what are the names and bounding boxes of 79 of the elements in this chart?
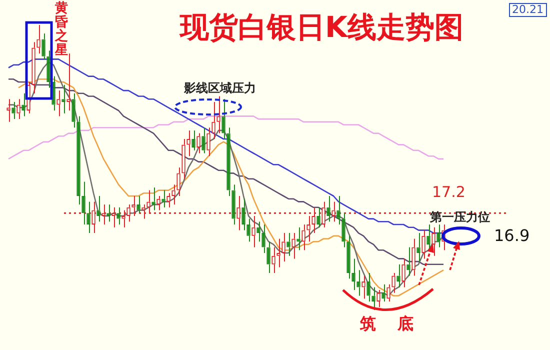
candlestick xyxy=(152,186,156,211)
candlestick xyxy=(206,127,210,157)
candlestick xyxy=(402,258,406,288)
candlestick xyxy=(46,50,50,88)
candlestick xyxy=(232,184,236,225)
candlestick xyxy=(406,246,410,276)
candlestick xyxy=(396,264,400,288)
candlestick xyxy=(16,98,20,120)
candlestick xyxy=(166,192,170,208)
candlestick xyxy=(176,167,180,196)
candlestick xyxy=(242,198,246,231)
candlestick xyxy=(62,84,66,114)
candlestick xyxy=(416,232,420,262)
candlestick xyxy=(86,201,90,234)
candlestick xyxy=(282,232,286,262)
candlestick xyxy=(266,241,270,274)
candlestick xyxy=(346,235,350,280)
candlestick xyxy=(372,286,376,310)
candlestick xyxy=(376,290,380,308)
candlestick xyxy=(352,258,356,291)
candlestick xyxy=(286,232,290,256)
candlestick xyxy=(106,204,110,222)
candlestick xyxy=(192,130,196,151)
candlestick xyxy=(182,138,186,180)
candlestick xyxy=(136,196,140,214)
annotation: 第一压力位 xyxy=(430,210,490,224)
candlestick xyxy=(386,284,390,302)
candlestick xyxy=(382,284,386,302)
candlestick xyxy=(116,206,120,225)
candlestick xyxy=(292,232,296,260)
annotation: 黄昏之星 xyxy=(55,1,69,58)
candlestick xyxy=(156,196,160,211)
candlestick xyxy=(356,270,360,296)
text: 20.21 xyxy=(509,3,546,18)
candlestick xyxy=(302,224,306,251)
candlestick xyxy=(436,224,440,248)
annotation: 17.2 xyxy=(432,183,466,201)
candlestick xyxy=(426,224,430,251)
candlestick xyxy=(196,132,200,154)
candlestick xyxy=(82,181,86,225)
candlestick xyxy=(56,90,60,117)
candlestick xyxy=(262,224,266,254)
text: 16.9 xyxy=(494,226,530,245)
candlestick xyxy=(222,98,226,140)
candlestick xyxy=(336,196,340,225)
candlestick xyxy=(96,196,100,222)
candlestick xyxy=(256,221,260,242)
candlestick xyxy=(186,130,190,157)
candlestick xyxy=(216,96,220,134)
candlestick xyxy=(342,212,346,248)
candlestick xyxy=(42,33,46,60)
candlestick xyxy=(226,127,230,196)
candlestick xyxy=(22,92,26,117)
chart-title: 现货白银日K线走势图 xyxy=(180,10,464,44)
candlestick xyxy=(252,215,256,248)
candlestick xyxy=(212,101,216,140)
candlestick xyxy=(316,206,320,228)
candlestick xyxy=(272,246,276,274)
candlestick xyxy=(172,184,176,206)
candlestick xyxy=(276,238,280,268)
candlestick xyxy=(66,53,70,111)
candlestick xyxy=(432,226,436,256)
candlestick xyxy=(392,272,396,294)
candlestick xyxy=(6,98,10,122)
candlestick xyxy=(422,230,426,260)
candlestick xyxy=(306,215,310,242)
candlestick xyxy=(326,196,330,222)
annotation: 影线区域压力 xyxy=(184,81,256,96)
candlestick xyxy=(36,24,40,54)
candlestick xyxy=(76,116,80,206)
candlestick xyxy=(202,127,206,154)
candlestick xyxy=(362,275,366,300)
candlestick xyxy=(72,92,76,128)
candlestick xyxy=(32,42,36,94)
candlestick xyxy=(12,101,16,120)
text: 筑 底 xyxy=(360,314,414,333)
candlestick xyxy=(246,218,250,242)
candlestick xyxy=(412,238,416,276)
candlestick xyxy=(366,272,370,302)
